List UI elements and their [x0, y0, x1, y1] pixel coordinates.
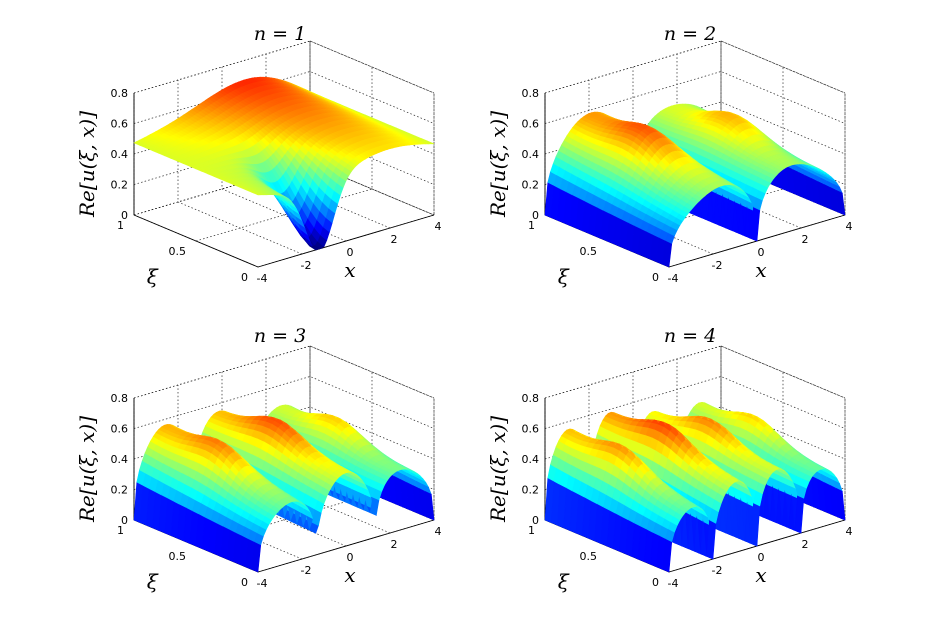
- z-tick-label: 0.4: [111, 148, 129, 161]
- z-gridline: [133, 345, 435, 399]
- panel-n2: 0 0.2 0.4 0.6 0.8 -4 -2 0 2 4 0 0.5 1 x ξ Re[u(ξ, x)] n …: [486, 23, 853, 289]
- surface-4: [544, 401, 846, 573]
- surface-facet: [424, 140, 435, 145]
- box-edge: [720, 345, 846, 399]
- z-tick-label: 0.6: [111, 118, 129, 131]
- x-axis-label: x: [344, 258, 355, 282]
- z-tick-label: 0.2: [111, 179, 129, 192]
- z-tick-label: 0.8: [522, 87, 540, 100]
- surface-2: [544, 103, 846, 268]
- x-axis-label: x: [344, 563, 355, 587]
- axis-line: [133, 214, 259, 268]
- x-tick-label: 2: [391, 233, 398, 246]
- panel-title: n = 2: [664, 23, 716, 45]
- y-tick-label: 0.5: [580, 245, 598, 258]
- x-tick-label: -2: [301, 259, 312, 272]
- z-gridline: [544, 40, 846, 94]
- x-tick-label: 0: [347, 551, 354, 564]
- surface-facet: [424, 490, 435, 521]
- y-tick-label: 1: [528, 219, 535, 232]
- z-tick-label: 0: [121, 514, 128, 527]
- x-tick-label: -2: [712, 259, 723, 272]
- y-tick-label: 0: [241, 576, 248, 589]
- box-edge: [309, 345, 435, 399]
- z-tick-label: 0.8: [111, 392, 129, 405]
- x-tick-label: 0: [347, 246, 354, 259]
- surface-1: [133, 76, 435, 251]
- y-tick-label: 0.5: [169, 550, 187, 563]
- y-tick-label: 0.5: [169, 245, 187, 258]
- x-tick-label: -4: [257, 272, 268, 285]
- box-edge: [720, 40, 846, 94]
- x-tick-label: -2: [301, 564, 312, 577]
- z-gridline: [544, 345, 846, 399]
- surface-3: [133, 404, 435, 573]
- z-tick-label: 0: [532, 209, 539, 222]
- x-tick-label: 2: [391, 538, 398, 551]
- panel-n1: 0 0.2 0.4 0.6 0.8 -4 -2 0 2 4 0 0.5 1 x ξ Re[u(ξ, x)] n …: [75, 23, 442, 289]
- x-tick-label: 4: [435, 220, 442, 233]
- z-axis-label: Re[u(ξ, x)]: [486, 111, 510, 218]
- y-tick-label: 0: [652, 271, 659, 284]
- y-axis-label: ξ: [147, 265, 159, 289]
- panel-title: n = 3: [254, 325, 306, 347]
- x-tick-label: -4: [257, 577, 268, 590]
- x-tick-label: -4: [668, 272, 679, 285]
- z-tick-label: 0.8: [111, 87, 129, 100]
- box-edge: [309, 40, 435, 94]
- x-tick-label: 2: [802, 233, 809, 246]
- panel-title: n = 1: [254, 23, 306, 45]
- y-axis-label: ξ: [558, 265, 570, 289]
- z-tick-label: 0.6: [522, 118, 540, 131]
- y-tick-label: 1: [117, 524, 124, 537]
- z-tick-label: 0: [121, 209, 128, 222]
- z-tick-label: 0.4: [522, 148, 540, 161]
- y-axis-label: ξ: [147, 570, 159, 594]
- surface-facet: [835, 189, 846, 216]
- z-axis-label: Re[u(ξ, x)]: [75, 111, 99, 218]
- z-axis-label: Re[u(ξ, x)]: [75, 416, 99, 523]
- x-tick-label: 4: [435, 525, 442, 538]
- x-axis-label: x: [755, 258, 766, 282]
- axis-line: [257, 214, 435, 268]
- z-tick-label: 0.2: [522, 179, 540, 192]
- z-tick-label: 0.2: [111, 484, 129, 497]
- axis-line: [257, 519, 435, 573]
- panel-n3: 0 0.2 0.4 0.6 0.8 -4 -2 0 2 4 0 0.5 1 x ξ Re[u(ξ, x)] n …: [75, 325, 442, 594]
- y-tick-label: 1: [117, 219, 124, 232]
- y-tick-label: 0: [241, 271, 248, 284]
- z-tick-label: 0.4: [111, 453, 129, 466]
- z-tick-label: 0.6: [111, 423, 129, 436]
- x-tick-label: 4: [846, 220, 853, 233]
- x-tick-label: 0: [758, 246, 765, 259]
